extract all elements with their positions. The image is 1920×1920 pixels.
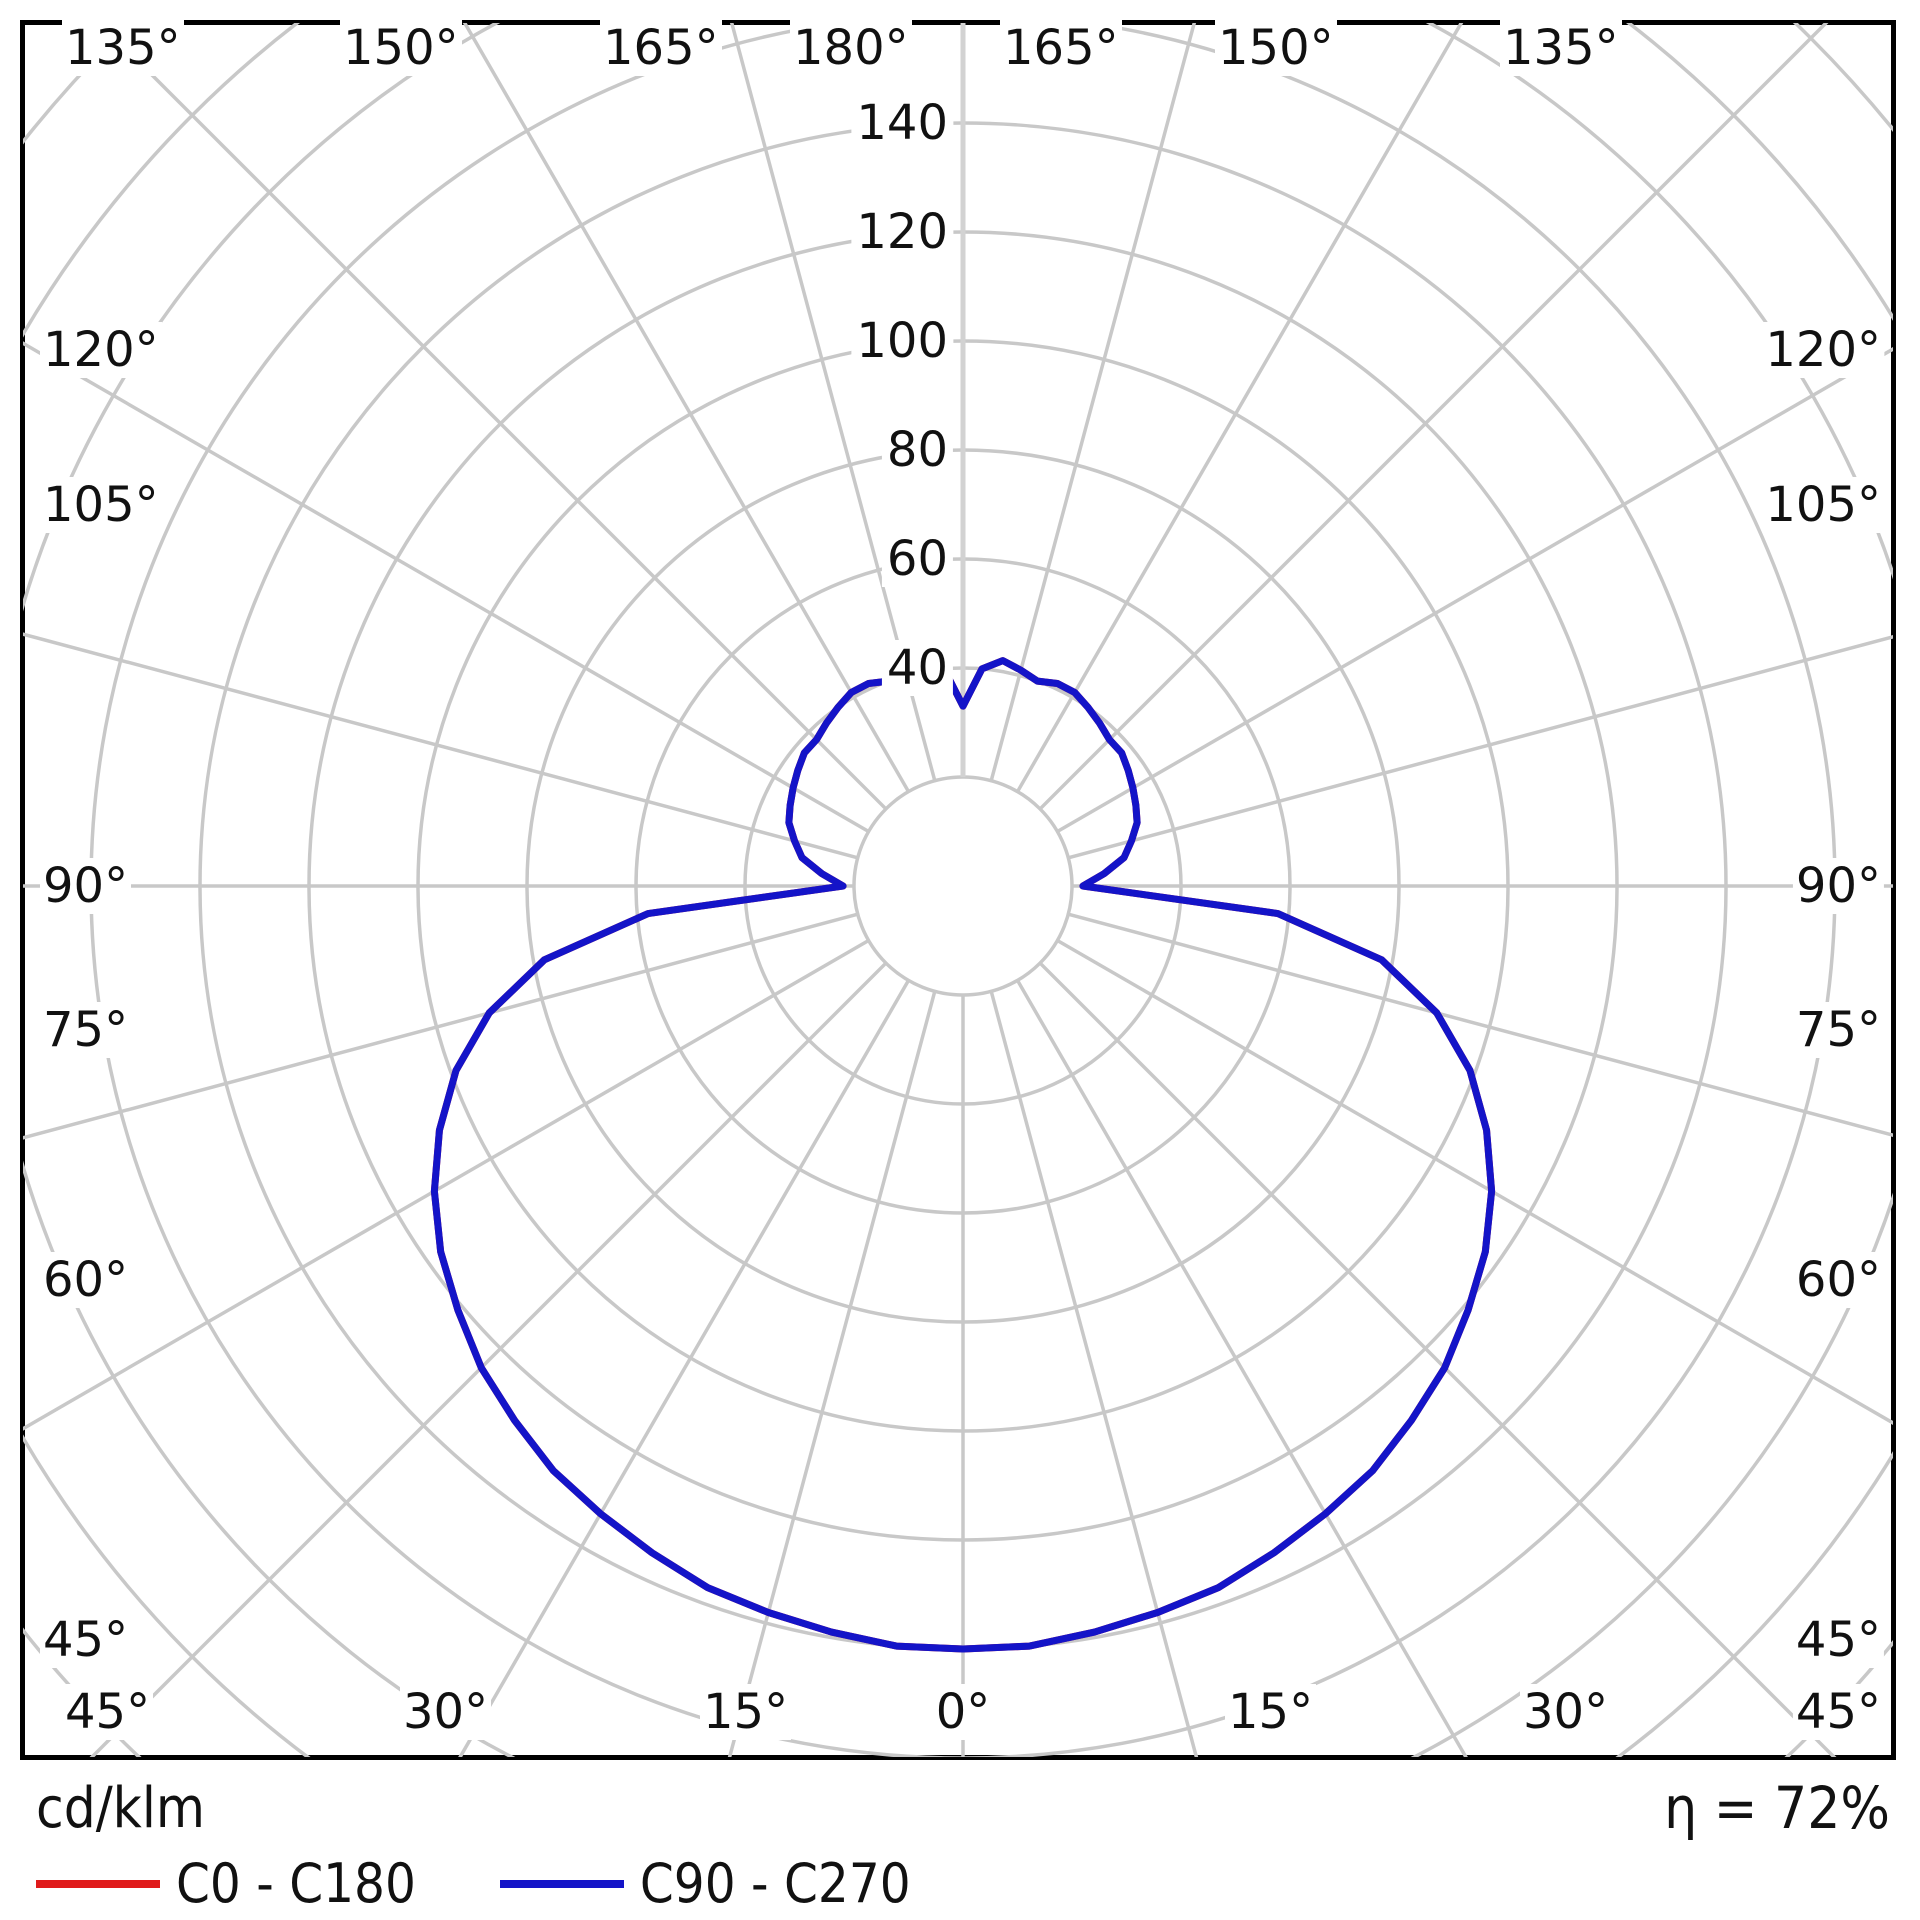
angular-label-top-2: 165° — [600, 20, 722, 76]
radial-tick-100: 100 — [851, 313, 953, 369]
grid-spoke-285 — [23, 912, 859, 1140]
grid-spoke-75 — [1067, 912, 1893, 1138]
angular-label-bottom-2: 15° — [700, 1684, 792, 1740]
legend-label-0: C0 - C180 — [176, 1852, 416, 1915]
grid-spoke-195 — [729, 23, 937, 782]
angular-label-top-5: 150° — [1215, 20, 1337, 76]
angular-label-bottom-4: 15° — [1225, 1684, 1317, 1740]
angular-label-right-0: 120° — [1762, 322, 1884, 378]
angular-label-right-4: 60° — [1792, 1252, 1884, 1308]
angular-label-left-2: 90° — [40, 858, 132, 914]
grid-spoke-30 — [1015, 979, 1468, 1757]
angular-label-right-5: 45° — [1792, 1612, 1884, 1668]
legend-swatch-1 — [499, 1879, 624, 1888]
legend-label-1: C90 - C270 — [639, 1852, 911, 1915]
grid-spoke-330 — [458, 979, 911, 1757]
angular-label-bottom-5: 30° — [1520, 1684, 1612, 1740]
legend-entry-1: C90 - C270 — [499, 1852, 911, 1915]
angular-label-right-2: 90° — [1792, 858, 1884, 914]
grid-spoke-135 — [1038, 23, 1829, 811]
angular-label-left-3: 75° — [40, 1002, 132, 1058]
angular-label-left-4: 60° — [40, 1252, 132, 1308]
angular-label-bottom-0: 45° — [62, 1684, 154, 1740]
angular-label-top-0: 135° — [62, 20, 184, 76]
grid-spoke-15 — [989, 990, 1199, 1757]
grid-spoke-60 — [1056, 938, 1893, 1425]
radial-tick-40: 40 — [881, 640, 953, 696]
curve-c0-c180 — [430, 657, 1496, 1653]
angular-label-left-0: 120° — [40, 322, 162, 378]
efficiency-label: η = 72% — [1664, 1774, 1890, 1842]
legend-swatch-0 — [36, 1879, 160, 1888]
legend-entry-0: C0 - C180 — [36, 1852, 416, 1915]
radial-tick-120: 120 — [851, 204, 953, 260]
grid-spoke-105 — [1067, 634, 1893, 860]
plot-frame — [20, 20, 1896, 1760]
unit-label: cd/klm — [36, 1776, 205, 1841]
legend: C0 - C180 C90 - C270 — [36, 1852, 995, 1915]
angular-label-top-1: 150° — [340, 20, 462, 76]
angular-label-left-1: 105° — [40, 477, 162, 533]
grid-spoke-210 — [462, 23, 911, 793]
figure-footer: cd/klm η = 72% C0 - C180 C90 - C270 — [0, 1766, 1920, 1920]
radial-tick-60: 60 — [881, 531, 953, 587]
angular-label-top-4: 165° — [1000, 20, 1122, 76]
angular-label-right-1: 105° — [1762, 477, 1884, 533]
angular-label-right-3: 75° — [1792, 1002, 1884, 1058]
curve-c90-c270 — [430, 657, 1496, 1653]
angular-label-bottom-6: 45° — [1792, 1684, 1884, 1740]
angular-label-top-6: 135° — [1500, 20, 1622, 76]
angular-label-bottom-1: 30° — [400, 1684, 492, 1740]
grid-spoke-165 — [989, 23, 1197, 782]
grid-spoke-150 — [1015, 23, 1464, 793]
angular-label-bottom-3: 0° — [932, 1684, 994, 1740]
grid-spoke-225 — [97, 23, 888, 811]
angular-label-top-3: 180° — [790, 20, 912, 76]
radial-tick-140: 140 — [851, 95, 953, 151]
grid-spoke-345 — [727, 990, 937, 1757]
radial-tick-80: 80 — [881, 422, 953, 478]
angular-label-left-5: 45° — [40, 1612, 132, 1668]
grid-spoke-300 — [23, 938, 870, 1431]
grid-spoke-255 — [23, 632, 859, 860]
